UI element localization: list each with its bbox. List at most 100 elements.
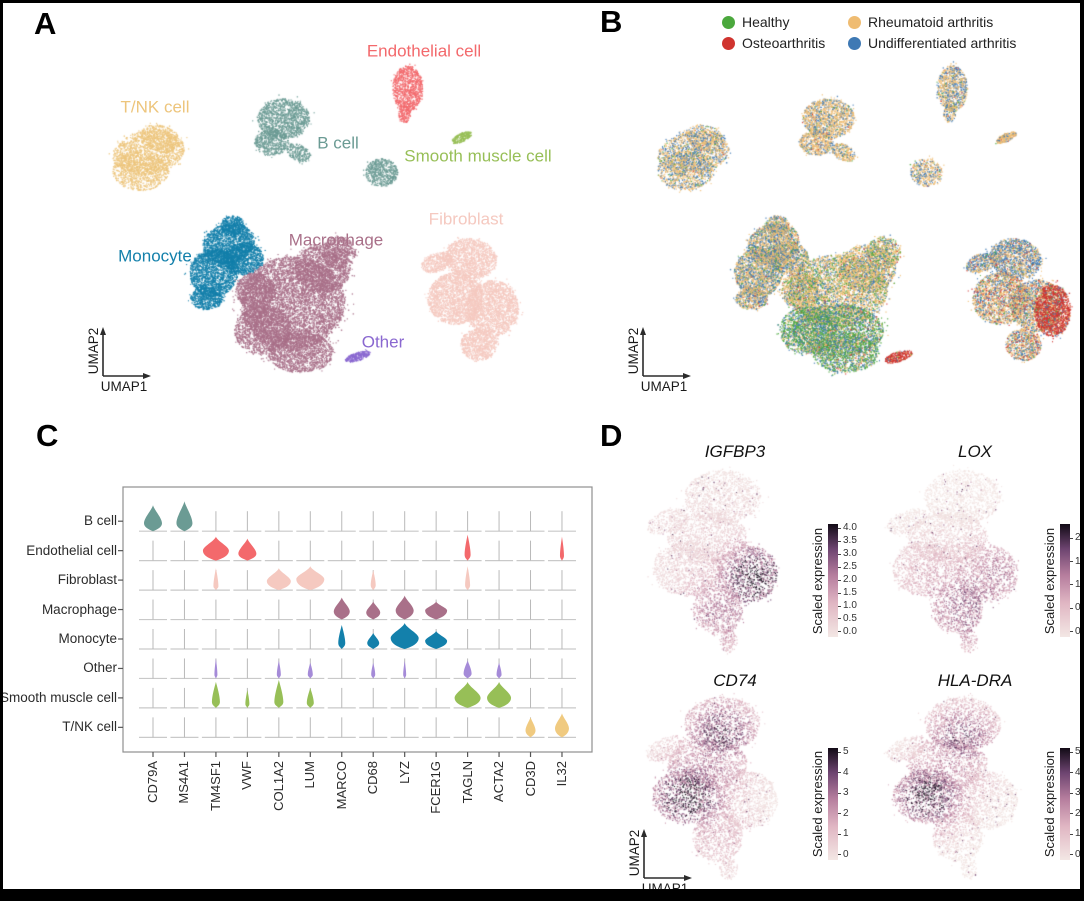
feature-title-lox: LOX (957, 442, 993, 461)
figure-border-left (0, 0, 3, 901)
violin-shape (425, 601, 448, 620)
celltype-axis-label: Monocyte (58, 631, 117, 646)
legend-swatch-rheumatoid-arthritis (848, 15, 861, 29)
colorbar-tick-label: 2.5 (843, 561, 857, 573)
violin-shape (202, 536, 229, 561)
gene-axis-label: TAGLN (459, 761, 475, 804)
colorbar-tick (1070, 772, 1073, 774)
legend-label: Undifferentiated arthritis (868, 35, 1017, 51)
gene-axis-label: CD68 (365, 761, 381, 795)
colorbar-tick (1070, 854, 1073, 856)
feature-title-igfbp3: IGFBP3 (704, 442, 766, 461)
violin-shape (338, 625, 346, 649)
violin-shape (559, 536, 564, 561)
axes-arrows (100, 327, 151, 379)
colorbar-tick-label: 3 (843, 787, 849, 799)
legend-item: Osteoarthritis (722, 35, 825, 51)
colorbar-tick-label: 1.0 (843, 600, 857, 611)
colorbar-tick-label: 0.5 (1075, 603, 1084, 613)
cluster-label: Macrophage (288, 230, 384, 250)
legend-swatch-undifferentiated-arthritis (848, 36, 861, 50)
colorbar-tick (1070, 584, 1073, 586)
celltype-axis-label: Fibroblast (57, 572, 117, 588)
umap-axes-panel-b: UMAP2 UMAP1 (622, 324, 702, 400)
violin-shape (266, 568, 291, 591)
gene-axis-label: TM4SF1 (207, 761, 223, 811)
legend-label: Healthy (742, 14, 790, 30)
colorbar-tick-label: 1.5 (1075, 556, 1084, 567)
colorbar-title: Scaled expression (1042, 750, 1057, 858)
violin-shape (144, 505, 162, 532)
celltype-axis-label: Smooth muscle cell (0, 689, 118, 705)
colorbar (828, 524, 838, 637)
colorbar (1060, 748, 1070, 860)
panel-d-letter: D (600, 418, 623, 453)
colorbar-tick (838, 566, 841, 568)
violin-grid (118, 486, 593, 757)
colorbar-tick (838, 579, 841, 581)
cluster-label: Monocyte (118, 246, 192, 266)
colorbar-tick-label: 2.0 (843, 574, 857, 586)
legend-label: Osteoarthritis (742, 35, 826, 51)
violin-shape (554, 713, 569, 738)
violin-shape (366, 601, 381, 620)
colorbar-tick-label: 3.0 (843, 548, 857, 560)
colorbar-tick-label: 1 (843, 828, 849, 840)
celltype-axis-label: B cell (83, 513, 117, 529)
colorbar (1060, 524, 1070, 637)
feature-title-hla-dra: HLA-DRA (937, 671, 1013, 690)
colorbar-title: Scaled expression (810, 750, 825, 858)
violin-shape (454, 681, 481, 708)
panel-b-letter: B (600, 4, 623, 39)
colorbar-tick (838, 833, 841, 835)
violin-shape (464, 534, 471, 561)
colorbar-title: Scaled expression (1042, 527, 1057, 634)
colorbar-tick (838, 527, 841, 529)
colorbar-tick (838, 792, 841, 794)
colorbar-tick-label: 0.5 (843, 612, 857, 624)
figure-border-right (1080, 0, 1084, 901)
violin-shape (176, 501, 193, 532)
violin-shape (276, 660, 281, 679)
colorbar-tick-label: 3.5 (843, 535, 857, 547)
umap2-axis-label: UMAP2 (627, 829, 642, 877)
gene-axis-label: MS4A1 (176, 761, 192, 804)
umap1-axis-label: UMAP1 (100, 379, 148, 394)
colorbar-tick-label: 5 (843, 746, 849, 758)
feature-title-cd74: CD74 (713, 671, 757, 690)
colorbar-tick (838, 772, 841, 774)
colorbar-tick-label: 2 (1075, 807, 1081, 819)
celltype-axis-label: T/NK cell (62, 719, 117, 735)
colorbar-tick-label: 4 (843, 766, 849, 778)
colorbar-tick (1070, 561, 1073, 562)
colorbar-tick-label: 1.5 (843, 587, 857, 599)
violin-shape (370, 570, 376, 591)
violin-shape (245, 689, 250, 708)
violin-shape (496, 662, 502, 679)
colorbar-tick-label: 4 (1075, 766, 1081, 778)
colorbar-tick-label: 4.0 (843, 522, 857, 534)
colorbar-tick (1070, 813, 1073, 815)
legend-item: Healthy (722, 14, 789, 30)
colorbar-tick (838, 605, 841, 607)
celltype-axis-label: Macrophage (41, 601, 117, 617)
gene-axis-label: LUM (302, 761, 318, 789)
colorbar-tick-label: 1.0 (1075, 579, 1084, 590)
legend-item: Undifferentiated arthritis (848, 35, 1016, 51)
violin-shape (274, 679, 284, 708)
violin-shape (306, 687, 314, 708)
colorbar-tick (1070, 631, 1073, 633)
violin-shape (371, 662, 376, 679)
gene-axis-label: VWF (239, 761, 255, 790)
legend-swatch-healthy (722, 15, 735, 29)
violin-shape (214, 658, 218, 679)
cluster-label: Fibroblast (428, 209, 504, 229)
gene-axis-label: ACTA2 (491, 761, 507, 802)
violin-shape (390, 623, 419, 649)
colorbar-tick-label: 0 (1075, 848, 1081, 860)
colorbar-tick (838, 854, 841, 856)
gene-axis-label: MARCO (333, 761, 349, 810)
celltype-axis-label: Other (83, 660, 117, 676)
violin-shape (238, 538, 257, 561)
violin-shape (425, 631, 448, 649)
